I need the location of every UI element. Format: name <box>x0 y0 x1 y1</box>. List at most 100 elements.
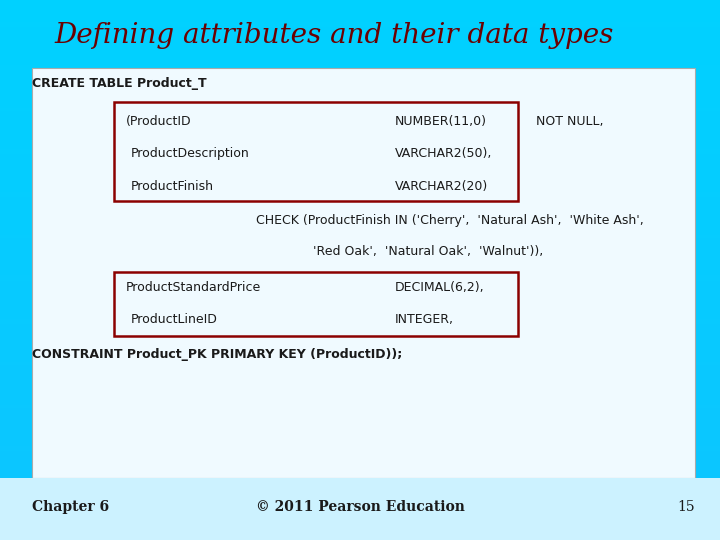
Bar <box>0 478 720 540</box>
Bar <box>0 94 720 97</box>
Bar <box>0 275 720 278</box>
Bar <box>0 427 720 429</box>
Bar <box>0 305 720 308</box>
Bar <box>0 132 720 135</box>
Bar <box>0 103 720 105</box>
Bar <box>0 178 720 181</box>
Bar <box>0 154 720 157</box>
Bar <box>0 346 720 348</box>
Bar <box>0 281 720 284</box>
Bar <box>0 30 720 32</box>
Bar <box>0 510 720 513</box>
Bar <box>0 389 720 392</box>
Bar <box>0 140 720 143</box>
Bar <box>0 500 720 502</box>
Bar <box>0 0 720 3</box>
Bar <box>0 200 720 202</box>
Bar <box>0 165 720 167</box>
Bar <box>0 383 720 386</box>
Bar <box>0 119 720 122</box>
Bar <box>0 478 720 481</box>
Bar <box>0 211 720 213</box>
Bar <box>0 278 720 281</box>
Bar <box>0 270 720 273</box>
Bar <box>0 238 720 240</box>
Bar <box>0 451 720 454</box>
Bar <box>0 84 720 86</box>
Bar <box>0 232 720 235</box>
Bar <box>0 356 720 359</box>
Bar <box>0 381 720 383</box>
Bar <box>0 459 720 462</box>
Bar <box>0 359 720 362</box>
Bar <box>0 162 720 165</box>
Bar <box>0 367 720 370</box>
Bar <box>0 167 720 170</box>
Bar <box>0 405 720 408</box>
Bar <box>0 338 720 340</box>
Bar <box>0 108 720 111</box>
Bar <box>0 43 720 46</box>
Bar <box>0 189 720 192</box>
Bar <box>0 197 720 200</box>
Bar <box>0 537 720 540</box>
Bar <box>0 316 720 319</box>
Bar <box>0 319 720 321</box>
Text: CREATE TABLE Product_T: CREATE TABLE Product_T <box>32 77 207 90</box>
Bar <box>0 78 720 81</box>
Bar <box>0 502 720 505</box>
Bar <box>0 24 720 27</box>
Text: CHECK (ProductFinish IN ('Cherry',  'Natural Ash',  'White Ash',: CHECK (ProductFinish IN ('Cherry', 'Natu… <box>256 214 644 227</box>
Bar <box>0 437 720 440</box>
Bar <box>0 297 720 300</box>
Bar <box>0 265 720 267</box>
Bar <box>0 416 720 418</box>
Bar <box>0 467 720 470</box>
Bar <box>0 532 720 535</box>
Bar <box>0 65 720 68</box>
Bar <box>0 38 720 40</box>
Text: 'Red Oak',  'Natural Oak',  'Walnut')),: 'Red Oak', 'Natural Oak', 'Walnut')), <box>313 245 544 258</box>
Bar <box>0 340 720 343</box>
Bar <box>0 267 720 270</box>
Bar <box>0 240 720 243</box>
Bar <box>0 324 720 327</box>
Bar <box>0 100 720 103</box>
Bar <box>0 205 720 208</box>
Bar <box>0 497 720 500</box>
Bar <box>0 16 720 19</box>
Text: Chapter 6: Chapter 6 <box>32 500 109 514</box>
Bar <box>0 122 720 124</box>
Bar <box>0 386 720 389</box>
Bar <box>0 127 720 130</box>
Bar <box>0 202 720 205</box>
Bar <box>0 435 720 437</box>
Bar <box>0 491 720 494</box>
Bar <box>0 486 720 489</box>
Bar <box>0 392 720 394</box>
Bar <box>0 481 720 483</box>
Bar <box>0 194 720 197</box>
Bar <box>0 181 720 184</box>
Bar <box>0 124 720 127</box>
Text: INTEGER,: INTEGER, <box>395 313 454 326</box>
Bar <box>0 68 720 70</box>
Bar <box>0 413 720 416</box>
Bar <box>0 464 720 467</box>
Text: © 2011 Pearson Education: © 2011 Pearson Education <box>256 500 464 514</box>
Bar <box>0 5 720 8</box>
Bar <box>0 424 720 427</box>
Bar <box>0 92 720 94</box>
Bar <box>114 272 518 336</box>
Bar <box>0 157 720 159</box>
Bar <box>0 227 720 229</box>
Bar <box>0 89 720 92</box>
Bar <box>0 440 720 443</box>
Bar <box>0 273 720 275</box>
Bar <box>0 97 720 100</box>
Bar <box>0 46 720 49</box>
Bar <box>0 40 720 43</box>
Bar <box>0 535 720 537</box>
Bar <box>0 213 720 216</box>
Bar <box>0 354 720 356</box>
